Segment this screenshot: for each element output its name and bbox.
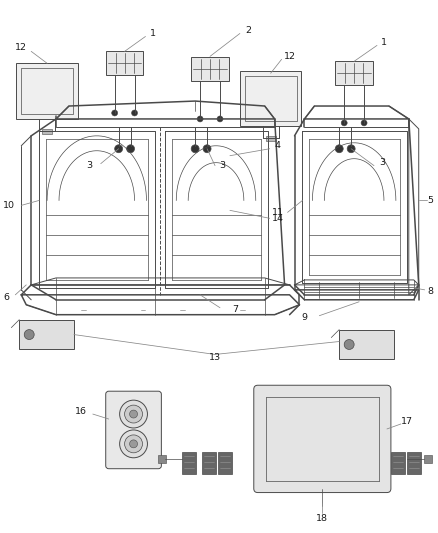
Text: 18: 18 [316,514,328,523]
Text: 13: 13 [209,353,221,362]
Bar [21,68,73,114]
Circle shape [217,116,223,122]
Circle shape [361,120,367,126]
Text: 1: 1 [381,38,387,47]
Text: 8: 8 [427,287,434,296]
Text: 3: 3 [379,158,385,167]
Bar [339,329,394,359]
Circle shape [344,340,354,350]
FancyBboxPatch shape [106,391,161,469]
Text: 10: 10 [4,201,15,210]
Circle shape [191,145,199,153]
Text: 1: 1 [149,29,155,38]
Bar [16,63,78,119]
Text: 3: 3 [86,161,92,170]
Circle shape [130,440,138,448]
Text: 2: 2 [245,26,251,35]
Bar [424,455,431,463]
Circle shape [24,329,34,340]
Bar [159,455,166,463]
Text: 14: 14 [272,214,284,223]
Circle shape [115,145,123,153]
Bar [19,320,74,350]
Bar [218,452,232,474]
Bar [191,58,229,81]
Text: 16: 16 [75,407,87,416]
Text: 4: 4 [275,141,281,150]
FancyBboxPatch shape [254,385,391,492]
Circle shape [124,435,142,453]
Text: 3: 3 [219,161,225,170]
Circle shape [127,145,134,153]
Bar [335,61,373,85]
Bar [407,452,421,474]
Bar [266,136,276,141]
Circle shape [124,405,142,423]
Circle shape [120,430,148,458]
Bar [245,76,297,121]
Circle shape [112,110,118,116]
Text: 11: 11 [272,208,284,217]
Text: 9: 9 [301,313,307,322]
Circle shape [341,120,347,126]
Bar [202,452,216,474]
Circle shape [131,110,138,116]
Circle shape [335,145,343,153]
Text: 12: 12 [283,52,296,61]
Text: 6: 6 [4,293,9,302]
Text: 12: 12 [15,43,27,52]
Text: 17: 17 [401,416,413,425]
Circle shape [130,410,138,418]
Circle shape [197,116,203,122]
Bar [240,71,301,126]
Circle shape [347,145,355,153]
Bar [182,452,196,474]
Circle shape [203,145,211,153]
Bar [42,129,52,134]
Text: 5: 5 [427,196,434,205]
Circle shape [120,400,148,428]
Bar [106,51,144,75]
Text: 7: 7 [232,305,238,314]
Bar [391,452,405,474]
